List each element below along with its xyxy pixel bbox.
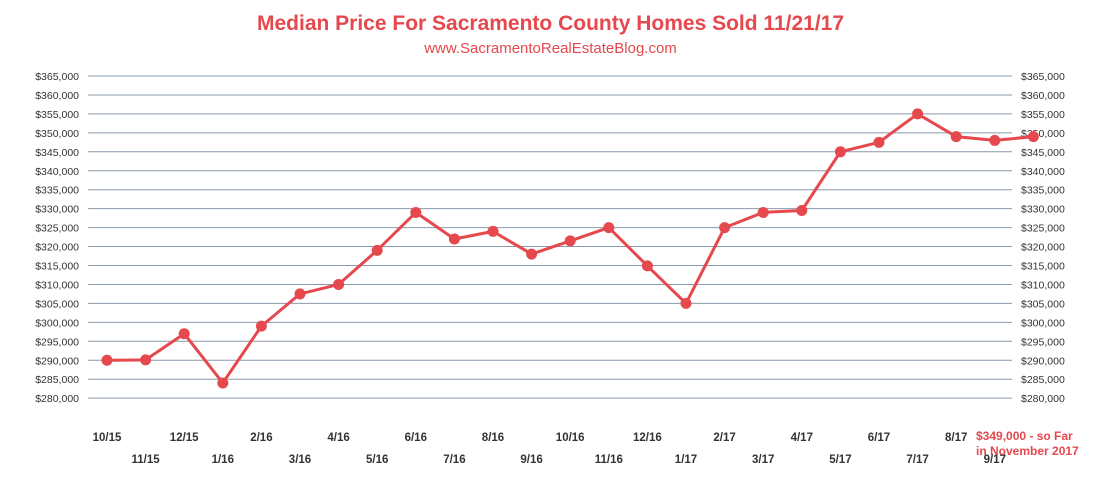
- y-tick-label-right: $340,000: [1021, 166, 1065, 178]
- x-tick-label: 1/17: [675, 454, 697, 466]
- x-tick-label: 11/15: [132, 454, 161, 466]
- data-point: [217, 377, 229, 389]
- y-tick-label-left: $325,000: [35, 223, 79, 235]
- y-tick-label-right: $305,000: [1021, 298, 1065, 310]
- y-tick-label-left: $315,000: [35, 261, 79, 273]
- chart-title: Median Price For Sacramento County Homes…: [256, 12, 845, 35]
- x-tick-label: 6/16: [405, 432, 427, 444]
- x-tick-label: 2/17: [713, 432, 735, 444]
- x-tick-label: 6/17: [868, 432, 890, 444]
- data-point: [834, 146, 846, 158]
- x-tick-label: 10/15: [93, 432, 122, 444]
- latest-value-annotation: $349,000 - so Far in November 2017: [976, 429, 1092, 459]
- y-tick-label-left: $280,000: [35, 393, 79, 405]
- data-point: [564, 235, 576, 247]
- y-tick-label-left: $365,000: [35, 71, 79, 83]
- x-tick-label: 5/17: [829, 454, 851, 466]
- y-tick-label-left: $320,000: [35, 242, 79, 254]
- x-tick-label: 5/16: [366, 454, 388, 466]
- data-point: [912, 108, 924, 120]
- x-tick-label: 7/16: [443, 454, 465, 466]
- y-tick-label-right: $280,000: [1021, 393, 1065, 405]
- data-point: [487, 225, 499, 237]
- data-point: [371, 244, 383, 256]
- y-tick-label-left: $345,000: [35, 147, 79, 159]
- data-point: [140, 354, 152, 366]
- series-line: [106, 112, 1034, 385]
- y-tick-label-right: $290,000: [1021, 355, 1065, 367]
- data-point: [950, 131, 962, 143]
- y-tick-label-right: $320,000: [1021, 242, 1065, 254]
- y-tick-label-left: $300,000: [35, 317, 79, 329]
- annotation-line-1: $349,000 - so Far: [976, 429, 1073, 443]
- data-point: [101, 354, 113, 366]
- chart-subtitle: www.SacramentoRealEstateBlog.com: [424, 40, 677, 57]
- y-tick-label-right: $310,000: [1021, 279, 1065, 291]
- x-tick-label: 9/16: [520, 454, 542, 466]
- data-point: [526, 248, 538, 260]
- x-tick-label: 12/15: [170, 432, 199, 444]
- data-point: [255, 320, 267, 332]
- data-point: [410, 206, 422, 218]
- data-point: [333, 278, 345, 290]
- data-point: [641, 260, 653, 272]
- data-point: [178, 328, 190, 340]
- x-tick-label: 8/16: [482, 432, 504, 444]
- x-tick-label: 8/17: [945, 432, 967, 444]
- y-tick-label-left: $310,000: [35, 279, 79, 291]
- x-tick-label: 11/16: [595, 454, 623, 466]
- gridlines: [88, 75, 1012, 399]
- y-tick-label-left: $330,000: [35, 204, 79, 216]
- y-tick-label-left: $290,000: [35, 355, 79, 367]
- data-points: [101, 108, 1039, 389]
- data-point: [1027, 131, 1039, 143]
- y-tick-label-left: $355,000: [35, 109, 79, 121]
- x-tick-label: 10/16: [556, 432, 585, 444]
- data-point: [603, 222, 615, 234]
- annotation-line-2: in November 2017: [976, 444, 1079, 458]
- data-point: [448, 233, 460, 245]
- x-tick-label: 4/16: [327, 432, 349, 444]
- data-point: [719, 222, 731, 234]
- data-point: [680, 297, 692, 309]
- y-tick-label-right: $300,000: [1021, 317, 1065, 329]
- y-tick-label-left: $285,000: [35, 374, 79, 386]
- y-tick-label-left: $335,000: [35, 185, 79, 197]
- y-tick-label-right: $315,000: [1021, 261, 1065, 273]
- data-point: [873, 136, 885, 148]
- y-tick-label-right: $285,000: [1021, 374, 1065, 386]
- y-tick-label-right: $365,000: [1021, 71, 1065, 83]
- x-tick-label: 4/17: [791, 432, 813, 444]
- y-tick-label-right: $325,000: [1021, 223, 1065, 235]
- y-tick-label-right: $355,000: [1021, 109, 1065, 121]
- y-tick-label-right: $335,000: [1021, 185, 1065, 197]
- x-tick-label: 2/16: [250, 432, 272, 444]
- y-tick-label-left: $360,000: [35, 90, 79, 102]
- y-tick-label-right: $360,000: [1021, 90, 1065, 102]
- y-tick-label-left: $305,000: [35, 298, 79, 310]
- y-axis-left: $280,000 $285,000 $290,000 $295,000 $300,000…: [35, 71, 79, 405]
- y-axis-right: $280,000 $285,000 $290,000 $295,000 $300,000…: [1021, 71, 1065, 405]
- y-tick-label-right: $330,000: [1021, 204, 1065, 216]
- x-tick-label: 12/16: [633, 432, 662, 444]
- data-point: [796, 205, 808, 217]
- x-tick-label: 9/17: [984, 454, 1006, 466]
- y-tick-label-right: $295,000: [1021, 336, 1065, 348]
- x-tick-label: 3/17: [752, 454, 774, 466]
- x-tick-label: 3/16: [289, 454, 311, 466]
- y-tick-label-left: $340,000: [35, 166, 79, 178]
- x-tick-label: 1/16: [212, 454, 234, 466]
- y-tick-label-right: $345,000: [1021, 147, 1065, 159]
- y-tick-label-left: $295,000: [35, 336, 79, 348]
- data-point: [294, 288, 306, 300]
- y-tick-label-left: $350,000: [35, 128, 79, 140]
- x-axis: 10/15 11/15 12/15 1/16 2/16 3/16 4/16 5/16 6/16 7…: [93, 432, 1006, 466]
- x-tick-label: 7/17: [906, 454, 928, 466]
- data-point: [757, 206, 769, 218]
- data-point: [989, 134, 1001, 146]
